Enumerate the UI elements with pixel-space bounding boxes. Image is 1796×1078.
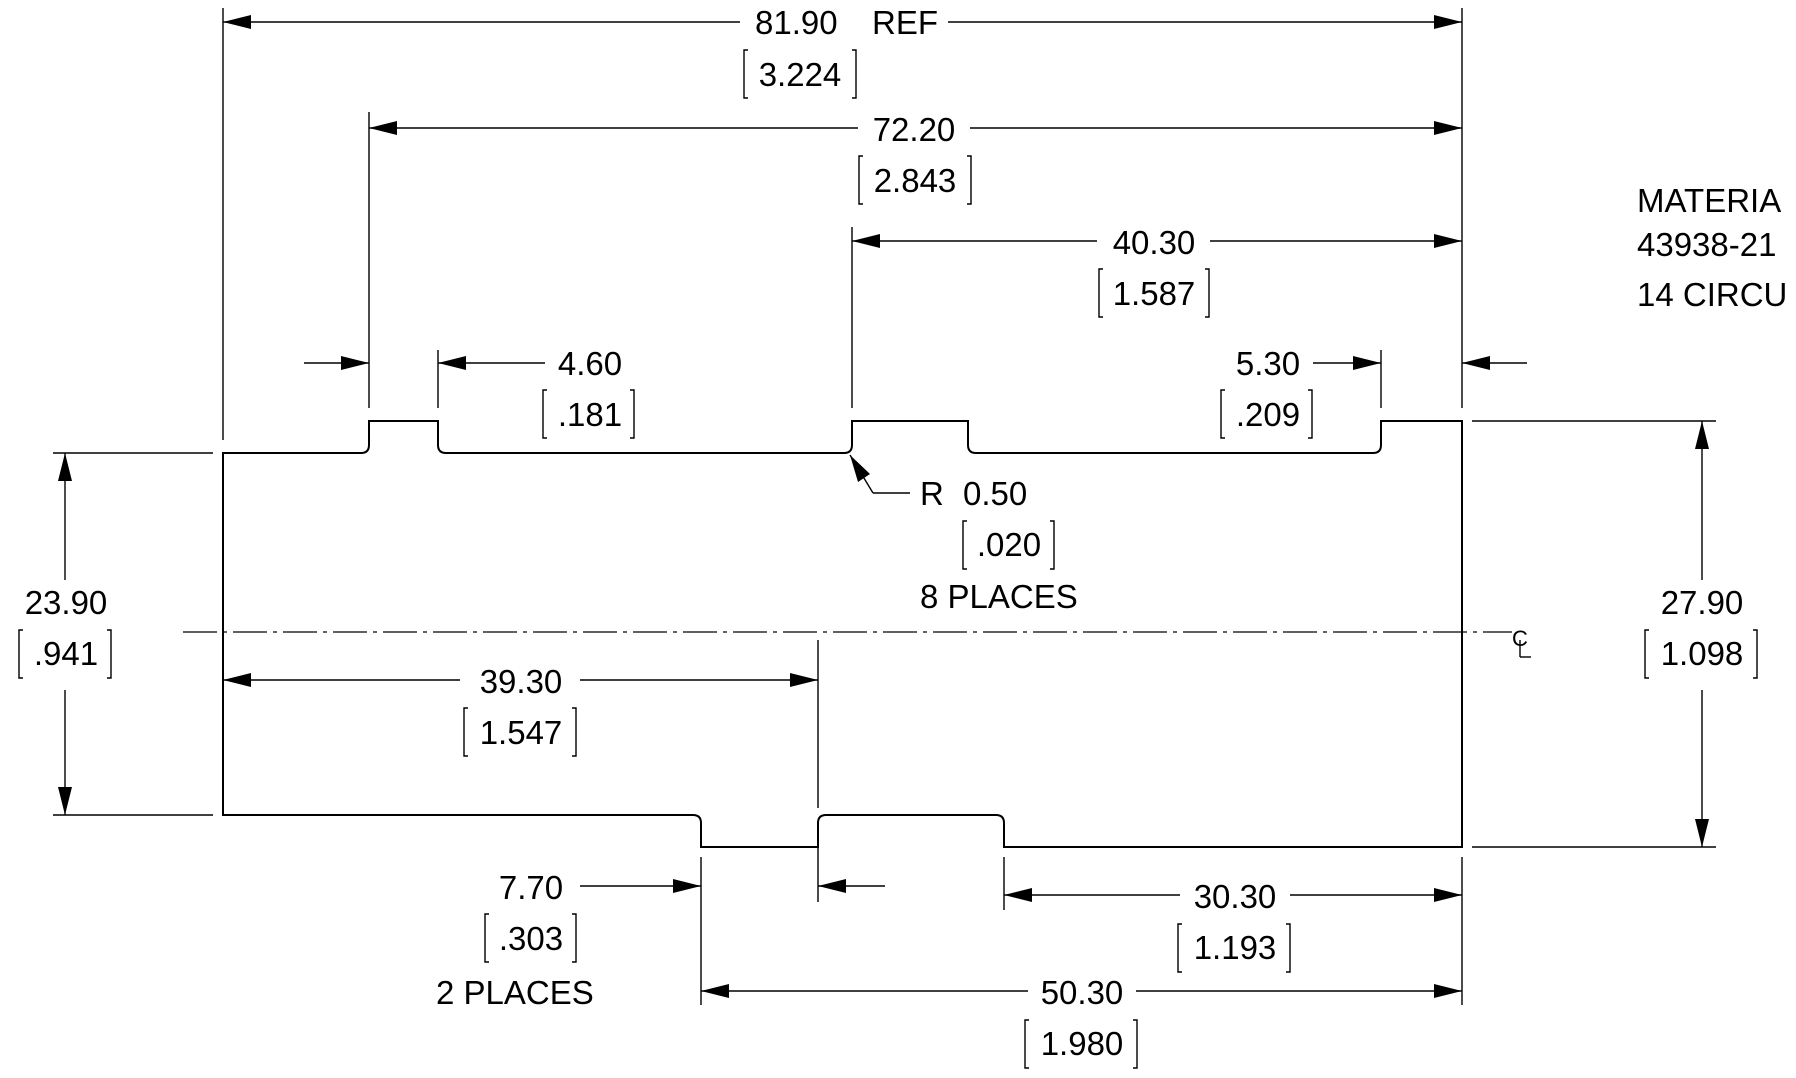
note-line-2: 43938-21 <box>1637 226 1776 263</box>
dim-460: 4.60 .181 <box>542 345 635 439</box>
dim-40: 40.30 1.587 <box>1098 224 1210 318</box>
dim-height-left-mm: 23.90 <box>25 584 108 621</box>
dim-30: 30.30 1.193 <box>1177 878 1291 973</box>
dim-770-note: 2 PLACES <box>436 974 594 1011</box>
centerline-symbol: C <box>1512 626 1531 658</box>
dim-height-left-inch: .941 <box>34 635 98 672</box>
extension-lines <box>53 8 1716 1005</box>
dim-39-mm: 39.30 <box>480 663 563 700</box>
dim-30-inch: 1.193 <box>1194 929 1277 966</box>
part-outline <box>222 420 1463 848</box>
dim-radius: R 0.50 .020 8 PLACES <box>920 475 1078 615</box>
dim-770-inch: .303 <box>499 920 563 957</box>
dim-radius-inch: .020 <box>977 526 1041 563</box>
dim-39: 39.30 1.547 <box>463 663 577 757</box>
dim-overall-ref: REF <box>872 4 938 41</box>
dim-72-inch: 2.843 <box>874 162 957 199</box>
dim-460-mm: 4.60 <box>558 345 622 382</box>
dim-radius-prefix: R <box>920 475 944 512</box>
dim-radius-note: 8 PLACES <box>920 578 1078 615</box>
dim-40-inch: 1.587 <box>1113 275 1196 312</box>
dim-770: 7.70 .303 2 PLACES <box>436 869 594 1011</box>
dim-50: 50.30 1.980 <box>1024 974 1138 1069</box>
note-line-1: MATERIA <box>1637 182 1781 219</box>
dim-overall: 81.90 REF 3.224 <box>743 4 938 99</box>
dim-overall-mm: 81.90 <box>755 4 838 41</box>
dim-39-inch: 1.547 <box>480 714 563 751</box>
dimension-lines <box>58 15 1709 998</box>
dim-height-right-inch: 1.098 <box>1661 635 1744 672</box>
dim-30-mm: 30.30 <box>1194 878 1277 915</box>
dim-72-mm: 72.20 <box>873 111 956 148</box>
material-notes: MATERIA 43938-21 14 CIRCU <box>1637 182 1787 313</box>
dim-overall-inch: 3.224 <box>759 56 842 93</box>
dim-460-inch: .181 <box>558 396 622 433</box>
dim-50-inch: 1.980 <box>1041 1025 1124 1062</box>
dim-height-right-mm: 27.90 <box>1661 584 1744 621</box>
dim-530: 5.30 .209 <box>1220 345 1313 439</box>
dim-530-inch: .209 <box>1236 396 1300 433</box>
dim-height-left: 23.90 .941 <box>18 584 112 679</box>
dim-height-right: 27.90 1.098 <box>1644 584 1758 679</box>
note-line-3: 14 CIRCU <box>1637 276 1787 313</box>
svg-text:C: C <box>1512 626 1528 651</box>
dim-50-mm: 50.30 <box>1041 974 1124 1011</box>
dim-530-mm: 5.30 <box>1236 345 1300 382</box>
dim-40-mm: 40.30 <box>1113 224 1196 261</box>
dim-770-mm: 7.70 <box>499 869 563 906</box>
dim-72: 72.20 2.843 <box>858 111 972 205</box>
dim-radius-mm: 0.50 <box>963 475 1027 512</box>
